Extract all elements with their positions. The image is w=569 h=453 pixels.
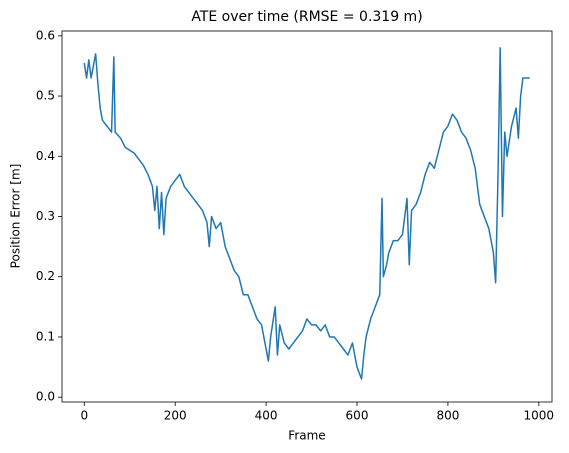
x-tick-label: 0 xyxy=(80,409,88,423)
x-tick-label: 800 xyxy=(436,409,459,423)
data-line xyxy=(83,47,530,380)
x-tick-label: 200 xyxy=(164,409,187,423)
y-tick-label: 0.5 xyxy=(36,89,55,103)
x-tick-label: 600 xyxy=(346,409,369,423)
x-axis-label: Frame xyxy=(288,429,325,443)
x-tick-label: 1000 xyxy=(524,409,555,423)
y-tick-label: 0.3 xyxy=(36,209,55,223)
y-tick-label: 0.1 xyxy=(36,329,55,343)
chart-title: ATE over time (RMSE = 0.319 m) xyxy=(191,9,422,25)
y-axis-label: Position Error [m] xyxy=(9,164,23,269)
x-tick-label: 400 xyxy=(255,409,278,423)
y-tick-label: 0.2 xyxy=(36,269,55,283)
y-tick-label: 0.6 xyxy=(36,28,55,42)
axes-frame xyxy=(61,30,553,403)
y-tick-label: 0.0 xyxy=(36,390,55,404)
y-tick-label: 0.4 xyxy=(36,149,55,163)
